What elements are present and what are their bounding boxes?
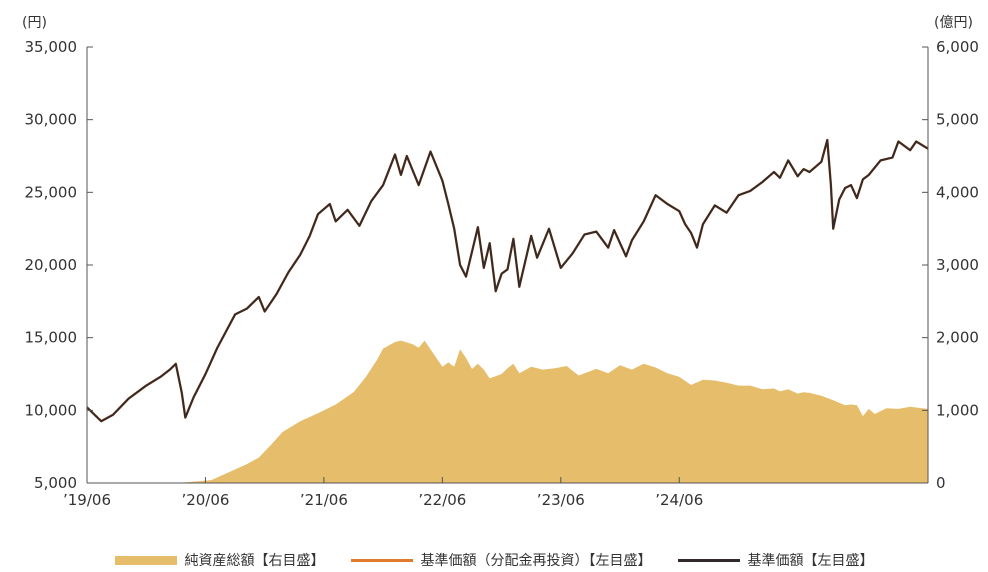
- axis-layer: 35,000 30,000 25,000 20,000 15,000 10,000 5,00…: [25, 38, 979, 509]
- x-tick-label: ’24/06: [655, 491, 703, 509]
- left-tick-label: 15,000: [25, 329, 78, 347]
- legend-label-net-assets: 純資産総額【右目盛】: [184, 553, 325, 569]
- legend-item-nav: 基準価額【左目盛】: [677, 550, 874, 570]
- left-tick-label: 20,000: [25, 256, 78, 274]
- series-net-assets-area: [87, 340, 928, 483]
- right-tick-label: 2,000: [936, 329, 979, 347]
- left-tick-label: 25,000: [25, 183, 78, 201]
- legend-swatch-nav: [677, 558, 740, 562]
- legend: 純資産総額【右目盛】 基準価額（分配金再投資）【左目盛】 基準価額【左目盛】: [0, 549, 988, 571]
- right-tick-label: 3,000: [936, 256, 979, 274]
- left-tick-label: 10,000: [25, 401, 78, 419]
- left-tick-label: 5,000: [34, 474, 77, 492]
- x-tick-label: ’19/06: [63, 491, 111, 509]
- right-tick-label: 4,000: [936, 183, 979, 201]
- right-tick-label: 1,000: [936, 401, 979, 419]
- area-layer: [87, 340, 928, 483]
- x-tick-label: ’21/06: [300, 491, 348, 509]
- right-tick-label: 5,000: [936, 111, 979, 129]
- right-tick-label: 0: [936, 474, 946, 492]
- x-tick-label: ’20/06: [181, 491, 229, 509]
- x-tick-label: ’22/06: [418, 491, 466, 509]
- x-tick-label: ’23/06: [537, 491, 585, 509]
- line-layer: [86, 138, 929, 423]
- right-tick-label: 6,000: [936, 38, 979, 56]
- chart: (円) (億円) 35,000 30,000 25,000 20,000 15,000 1…: [22, 15, 979, 509]
- right-axis-unit: (億円): [934, 15, 973, 31]
- series-nav-line: [86, 139, 929, 423]
- legend-item-net-assets: 純資産総額【右目盛】: [114, 550, 325, 570]
- left-tick-label: 35,000: [25, 38, 78, 56]
- left-axis-unit: (円): [22, 15, 47, 31]
- legend-label-nav-reinvested: 基準価額（分配金再投資）【左目盛】: [420, 553, 652, 569]
- legend-swatch-net-assets: [114, 555, 177, 565]
- legend-item-nav-reinvested: 基準価額（分配金再投資）【左目盛】: [350, 550, 652, 570]
- legend-label-nav: 基準価額【左目盛】: [747, 553, 874, 569]
- legend-swatch-nav-reinvested: [350, 558, 413, 562]
- left-tick-label: 30,000: [25, 111, 78, 129]
